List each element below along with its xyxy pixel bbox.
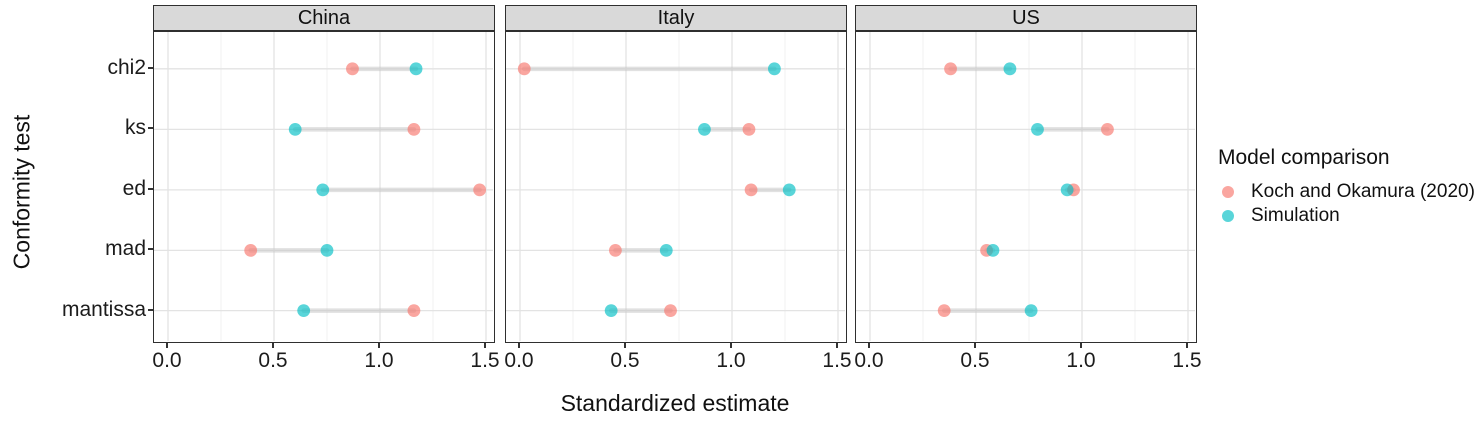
y-tick-label: chi2 <box>107 55 146 79</box>
point-koch <box>664 304 677 318</box>
y-tick-label: ks <box>125 116 146 140</box>
facet-label: China <box>297 6 351 29</box>
x-tick-mark <box>1186 343 1188 348</box>
y-tick-mark <box>148 248 153 251</box>
plot-panel <box>855 31 1197 343</box>
x-tick-label: 1.5 <box>470 349 500 372</box>
y-tick-mark <box>148 187 153 190</box>
point-sim <box>986 244 1000 257</box>
point-sim <box>768 62 781 76</box>
plot-panel <box>505 31 847 343</box>
point-sim <box>1060 183 1074 197</box>
x-tick-label: 0.0 <box>152 349 182 372</box>
x-tick-mark <box>518 343 520 348</box>
y-tick-mark <box>148 127 153 130</box>
plot-panel <box>153 31 495 343</box>
point-sim <box>698 122 711 136</box>
y-tick-label: mad <box>105 237 146 261</box>
point-koch <box>517 62 531 76</box>
point-sim <box>604 304 618 318</box>
panel-canvas <box>856 32 1195 341</box>
legend-item-koch: Koch and Okamura (2020) <box>1216 180 1475 204</box>
point-koch <box>407 122 421 136</box>
point-koch <box>944 62 957 76</box>
point-koch <box>473 183 487 197</box>
x-tick-label: 1.5 <box>822 349 852 372</box>
legend-key-dot-icon <box>1222 210 1234 222</box>
x-tick-mark <box>1080 343 1082 348</box>
x-tick-mark <box>272 343 274 348</box>
x-tick-label: 0.0 <box>504 349 534 372</box>
legend-item-sim: Simulation <box>1216 204 1475 228</box>
point-koch <box>244 244 258 257</box>
facet-label: Italy <box>657 6 695 29</box>
y-tick-mark <box>148 308 153 311</box>
panel-canvas <box>154 32 493 341</box>
y-tick-label: ed <box>122 176 146 200</box>
point-sim <box>659 244 673 257</box>
point-sim <box>297 304 311 318</box>
point-sim <box>320 244 334 257</box>
point-sim <box>288 122 302 136</box>
x-tick-mark <box>484 343 486 348</box>
x-tick-label: 0.5 <box>960 349 990 372</box>
x-tick-label: 1.0 <box>364 349 394 372</box>
y-tick-label: mantissa <box>61 297 146 321</box>
x-tick-label: 0.5 <box>610 349 640 372</box>
point-sim <box>409 62 423 76</box>
facet-strip: US <box>855 5 1197 31</box>
x-tick-mark <box>836 343 838 348</box>
x-axis-title: Standardized estimate <box>560 390 790 416</box>
legend-key-dot-icon <box>1222 186 1234 198</box>
x-tick-mark <box>730 343 732 348</box>
x-tick-mark <box>974 343 976 348</box>
y-tick-mark <box>148 66 153 69</box>
point-sim <box>1024 304 1038 318</box>
point-koch <box>1101 122 1114 136</box>
x-tick-mark <box>624 343 626 348</box>
legend-item-label: Simulation <box>1251 205 1340 226</box>
point-sim <box>782 183 796 197</box>
facet-strip: China <box>153 5 495 31</box>
point-koch <box>744 183 758 197</box>
point-sim <box>1031 122 1044 136</box>
x-tick-mark <box>378 343 380 348</box>
point-koch <box>609 244 622 257</box>
point-koch <box>407 304 421 318</box>
legend-item-label: Koch and Okamura (2020) <box>1251 181 1475 202</box>
point-koch <box>937 304 951 318</box>
x-tick-label: 1.5 <box>1172 349 1202 372</box>
facet-strip: Italy <box>505 5 847 31</box>
x-tick-mark <box>868 343 870 348</box>
legend: Model comparison Koch and Okamura (2020)… <box>1216 146 1475 228</box>
point-sim <box>316 183 330 197</box>
point-koch <box>742 122 756 136</box>
x-tick-label: 0.5 <box>258 349 288 372</box>
x-tick-label: 1.0 <box>1066 349 1096 372</box>
facet-label: US <box>1012 6 1040 29</box>
point-sim <box>1003 62 1017 76</box>
x-tick-label: 1.0 <box>716 349 746 372</box>
legend-title: Model comparison <box>1218 146 1390 169</box>
x-tick-mark <box>166 343 168 348</box>
point-koch <box>346 62 359 76</box>
panel-canvas <box>506 32 845 341</box>
x-tick-label: 0.0 <box>854 349 884 372</box>
